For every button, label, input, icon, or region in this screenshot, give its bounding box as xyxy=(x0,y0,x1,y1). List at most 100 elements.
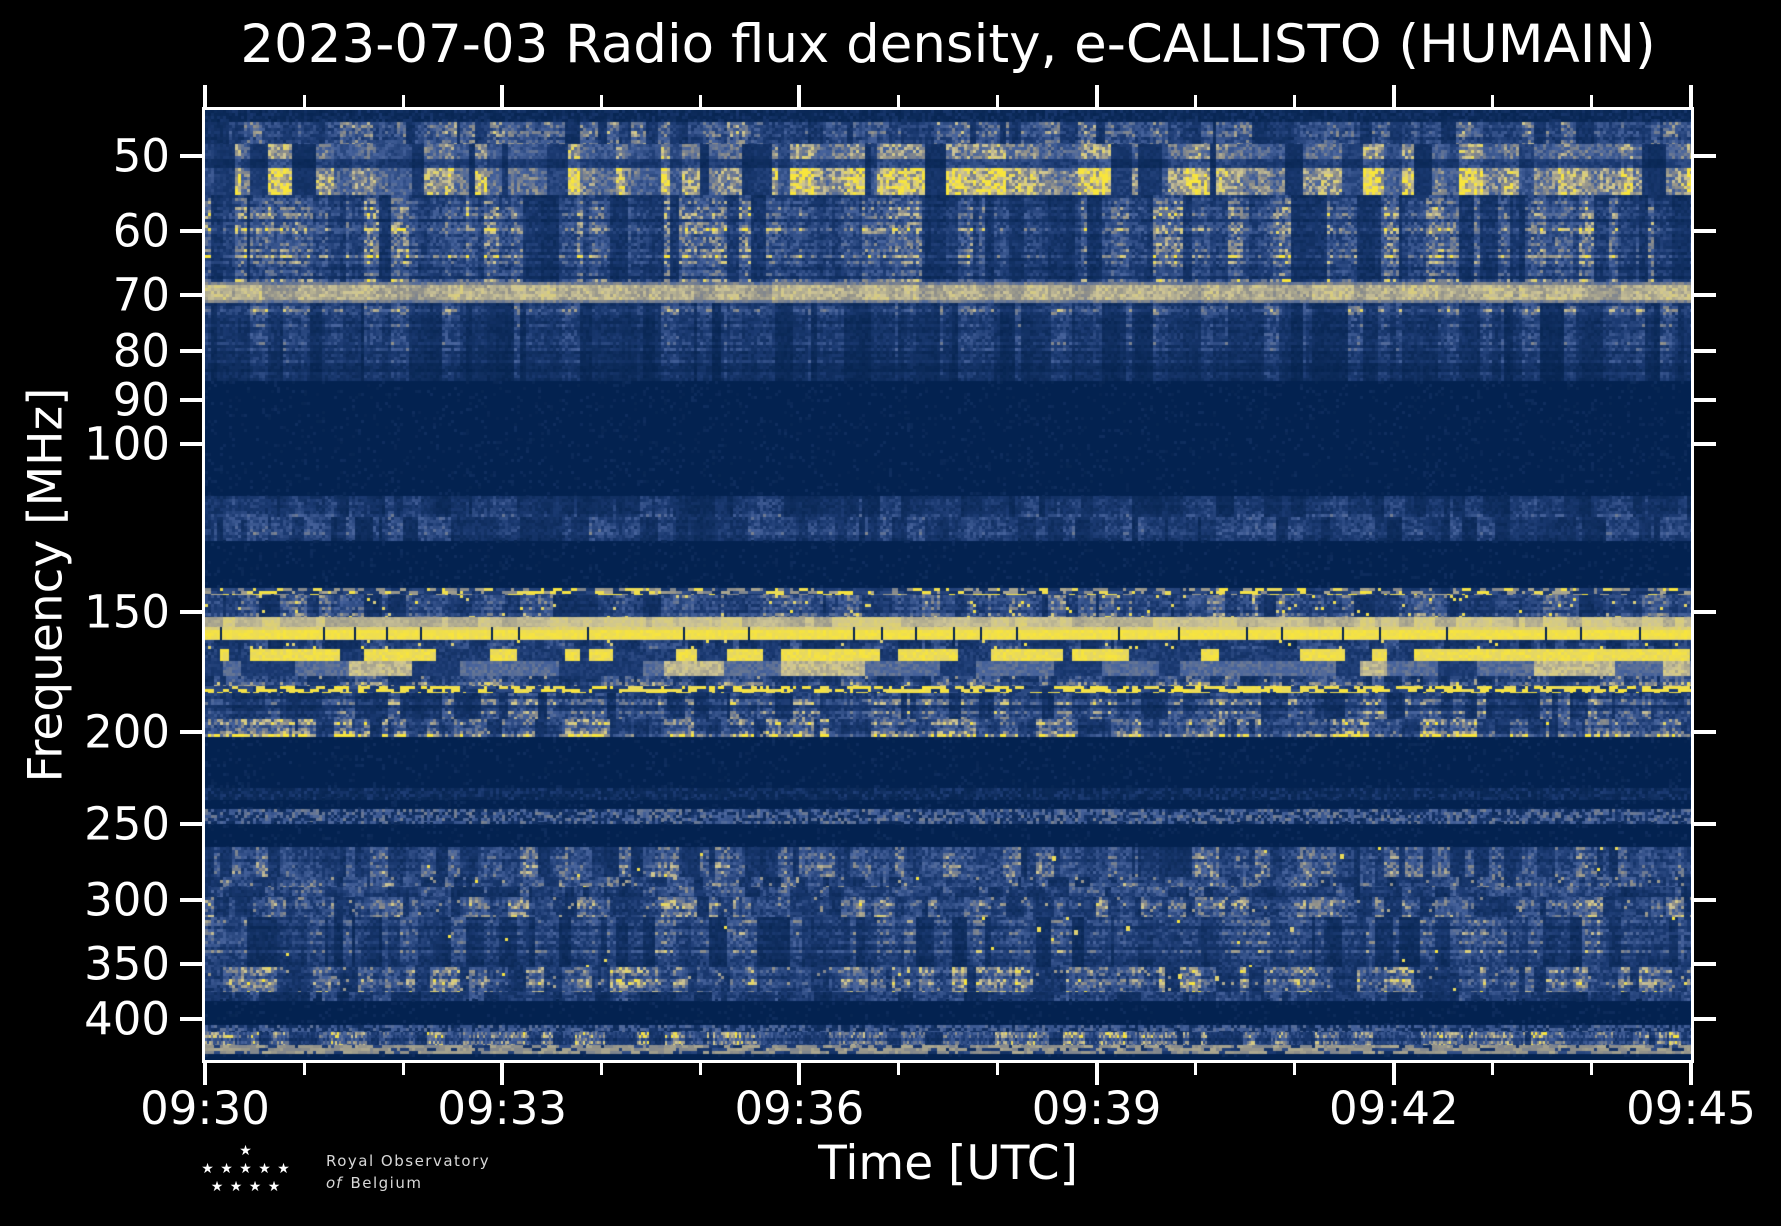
star-icon: ★ xyxy=(220,1161,233,1177)
y-major-tick xyxy=(180,229,202,234)
x-minor-tick xyxy=(599,1063,603,1075)
star-icon: ★ xyxy=(267,1179,281,1195)
x-major-tick xyxy=(1689,1063,1693,1085)
x-tick-label: 09:30 xyxy=(140,1082,270,1135)
y-tick-label: 70 xyxy=(112,268,170,322)
y-tick-label: 250 xyxy=(84,797,170,851)
y-major-tick xyxy=(180,897,202,902)
x-minor-tick xyxy=(996,1063,1000,1075)
y-major-tick xyxy=(180,961,202,966)
chart-title: 2023-07-03 Radio flux density, e-CALLIST… xyxy=(240,14,1656,75)
y-major-tick-right xyxy=(1694,897,1716,902)
x-tick-label: 09:45 xyxy=(1626,1082,1756,1135)
x-minor-tick-top xyxy=(599,95,603,107)
x-minor-tick-top xyxy=(896,95,900,107)
y-major-tick xyxy=(180,293,202,298)
y-major-tick xyxy=(180,822,202,827)
logo-text-line2: of Belgium xyxy=(326,1172,490,1194)
x-major-tick-top xyxy=(797,85,802,107)
x-major-tick-top xyxy=(203,85,207,107)
x-major-tick xyxy=(1094,1063,1099,1085)
y-tick-label: 90 xyxy=(112,373,170,427)
logo-text-belgium: Belgium xyxy=(350,1174,423,1192)
x-major-tick xyxy=(797,1063,802,1085)
y-major-tick xyxy=(180,610,202,614)
star-icon: ★ xyxy=(201,1161,214,1177)
logo-text-of: of xyxy=(326,1174,343,1192)
x-minor-tick-top xyxy=(1590,95,1594,107)
plot-area-border xyxy=(202,107,1694,1063)
y-tick-label: 80 xyxy=(112,324,170,378)
y-tick-label: 60 xyxy=(112,204,170,258)
x-tick-label: 09:33 xyxy=(437,1082,568,1135)
star-icon: ★ xyxy=(210,1179,224,1195)
x-major-tick xyxy=(1391,1063,1396,1085)
y-major-tick xyxy=(180,348,202,353)
logo-star-row: ★ ★ ★ ★ ★ xyxy=(198,1160,293,1178)
y-major-tick-right xyxy=(1694,1017,1716,1022)
y-major-tick-right xyxy=(1694,153,1716,158)
y-major-tick xyxy=(180,153,202,158)
x-minor-tick-top xyxy=(1194,95,1198,107)
x-minor-tick xyxy=(302,1063,306,1075)
star-icon: ★ xyxy=(258,1161,271,1177)
y-tick-label: 400 xyxy=(84,992,170,1046)
y-major-tick-right xyxy=(1694,229,1716,234)
y-major-tick xyxy=(180,1017,202,1022)
x-major-tick-top xyxy=(1689,85,1693,107)
y-major-tick-right xyxy=(1694,610,1716,614)
x-minor-tick xyxy=(698,1063,702,1075)
y-tick-label: 150 xyxy=(84,585,170,639)
y-tick-label: 100 xyxy=(84,417,170,471)
x-major-tick-top xyxy=(1094,85,1099,107)
logo-text: Royal Observatory of Belgium xyxy=(326,1150,490,1194)
y-axis-label: Frequency [MHz] xyxy=(18,387,74,783)
x-minor-tick-top xyxy=(1491,95,1495,107)
y-tick-label: 50 xyxy=(112,129,170,183)
x-major-tick xyxy=(203,1063,207,1085)
y-major-tick-right xyxy=(1694,441,1716,446)
star-icon: ★ xyxy=(248,1179,262,1195)
logo-text-line1: Royal Observatory xyxy=(326,1152,491,1170)
y-major-tick-right xyxy=(1694,822,1716,827)
star-icon: ★ xyxy=(229,1179,243,1195)
x-minor-tick-top xyxy=(698,95,702,107)
x-tick-label: 09:39 xyxy=(1031,1082,1162,1135)
x-major-tick xyxy=(500,1063,505,1085)
star-icon: ★ xyxy=(277,1161,290,1177)
spectrogram-canvas xyxy=(205,110,1691,1060)
x-minor-tick-top xyxy=(302,95,306,107)
x-minor-tick-top xyxy=(1293,95,1297,107)
x-minor-tick xyxy=(1293,1063,1297,1075)
y-major-tick-right xyxy=(1694,729,1716,734)
x-minor-tick xyxy=(1590,1063,1594,1075)
y-major-tick xyxy=(180,397,202,402)
logo-stars: ★ ★ ★ ★ ★ ★ ★ ★ ★ ★ xyxy=(183,1142,308,1196)
y-tick-label: 200 xyxy=(84,705,170,758)
x-tick-label: 09:42 xyxy=(1328,1082,1459,1135)
observatory-logo: ★ ★ ★ ★ ★ ★ ★ ★ ★ ★ Royal Observatory of Belgium xyxy=(183,1142,490,1196)
x-minor-tick xyxy=(896,1063,900,1075)
logo-star-row: ★ ★ ★ ★ xyxy=(208,1178,284,1196)
x-major-tick-top xyxy=(1391,85,1396,107)
star-icon: ★ xyxy=(239,1143,252,1159)
y-major-tick xyxy=(180,729,202,734)
x-tick-label: 09:36 xyxy=(734,1082,865,1135)
logo-star-row: ★ xyxy=(236,1142,255,1160)
x-axis-label: Time [UTC] xyxy=(818,1136,1078,1191)
star-icon: ★ xyxy=(239,1161,252,1177)
x-minor-tick xyxy=(401,1063,405,1075)
y-tick-label: 300 xyxy=(84,873,170,927)
x-minor-tick xyxy=(1491,1063,1495,1075)
y-major-tick-right xyxy=(1694,961,1716,966)
y-major-tick xyxy=(180,441,202,446)
x-minor-tick xyxy=(1194,1063,1198,1075)
y-major-tick-right xyxy=(1694,293,1716,298)
y-major-tick-right xyxy=(1694,397,1716,402)
x-major-tick-top xyxy=(500,85,505,107)
x-minor-tick-top xyxy=(401,95,405,107)
y-tick-label: 350 xyxy=(84,937,170,991)
x-minor-tick-top xyxy=(996,95,1000,107)
y-major-tick-right xyxy=(1694,348,1716,353)
